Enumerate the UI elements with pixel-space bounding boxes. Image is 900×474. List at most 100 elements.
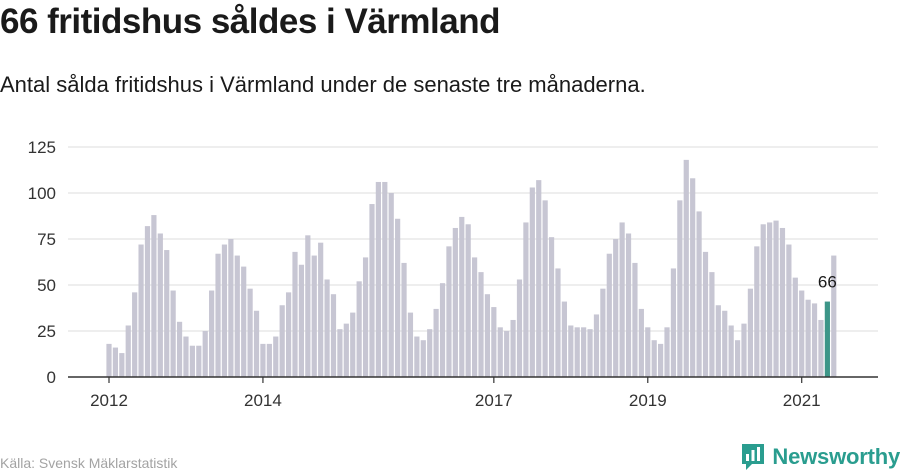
bar — [247, 288, 253, 377]
bar — [427, 329, 433, 377]
bar — [523, 222, 529, 377]
x-tick-label: 2014 — [244, 391, 282, 410]
bar — [741, 323, 747, 377]
bar — [356, 281, 362, 377]
bar — [542, 200, 548, 377]
bar — [722, 310, 728, 377]
bar — [196, 345, 202, 377]
bar — [202, 331, 208, 377]
bar — [702, 251, 709, 377]
bar — [779, 227, 786, 377]
bar — [728, 325, 734, 377]
bar — [106, 343, 112, 377]
bar — [305, 235, 311, 377]
bar — [651, 340, 657, 377]
bar — [318, 242, 324, 377]
bar — [452, 227, 458, 377]
bar — [395, 218, 401, 377]
bar — [362, 257, 369, 377]
y-tick-label: 75 — [37, 230, 56, 249]
axes — [68, 376, 878, 383]
bar — [638, 308, 644, 377]
bar — [792, 277, 798, 377]
bar-highlight — [824, 301, 830, 377]
brand-name: Newsworthy — [772, 444, 900, 469]
bar — [811, 303, 818, 377]
bar — [382, 181, 388, 377]
bar — [311, 255, 317, 377]
bar — [298, 264, 305, 377]
bar — [157, 233, 163, 377]
bar — [561, 301, 567, 377]
bar — [119, 353, 125, 377]
bar — [170, 290, 176, 377]
bar — [484, 294, 491, 377]
chart-subtitle: Antal sålda fritidshus i Värmland under … — [0, 72, 646, 97]
bar — [581, 327, 587, 377]
bar — [734, 340, 741, 377]
bar — [337, 329, 343, 377]
bar — [369, 204, 375, 377]
x-tick-label: 2019 — [629, 391, 667, 410]
bar — [433, 308, 439, 377]
x-tick-label: 2012 — [90, 391, 128, 410]
bar — [414, 336, 420, 377]
bar — [818, 319, 824, 377]
bar — [760, 224, 766, 377]
bar — [234, 255, 240, 377]
y-tick-label: 25 — [37, 322, 56, 341]
bar — [138, 244, 144, 377]
bar — [632, 262, 638, 377]
bar — [330, 294, 337, 377]
bar — [478, 272, 484, 377]
bar — [279, 305, 285, 377]
bar — [215, 253, 221, 377]
bar — [510, 319, 516, 377]
bar — [324, 279, 330, 377]
bar — [600, 288, 606, 377]
bar — [658, 343, 664, 377]
bar — [664, 327, 670, 377]
newsworthy-logo-icon — [742, 444, 765, 470]
newsworthy-logo[interactable]: Newsworthy — [740, 441, 900, 473]
bar — [459, 216, 465, 377]
y-tick-label: 100 — [28, 184, 56, 203]
source-note: Källa: Svensk Mäklarstatistik — [0, 455, 178, 471]
bar — [548, 237, 555, 377]
bar — [285, 292, 292, 377]
bar — [645, 327, 651, 377]
x-tick-label: 2021 — [783, 391, 821, 410]
bar — [516, 279, 523, 377]
bar — [183, 336, 189, 377]
bar — [292, 251, 298, 377]
bar — [189, 345, 195, 377]
bar — [786, 244, 792, 377]
bar — [497, 327, 503, 377]
bar — [670, 268, 677, 377]
bar — [260, 343, 266, 377]
bar — [343, 323, 349, 377]
bars — [106, 159, 837, 377]
bar — [164, 250, 170, 377]
bar — [221, 244, 228, 377]
y-tick-label: 125 — [28, 138, 56, 157]
bar — [683, 159, 689, 377]
bar — [568, 325, 574, 377]
y-tick-label: 0 — [47, 368, 56, 387]
bar — [677, 200, 683, 377]
bar — [593, 314, 600, 377]
bar — [144, 226, 151, 377]
bar — [767, 222, 773, 377]
y-tick-label: 50 — [37, 276, 56, 295]
bar — [625, 233, 632, 377]
bar — [465, 224, 471, 377]
bar — [587, 329, 593, 377]
bar — [773, 220, 779, 377]
bar — [209, 290, 215, 377]
bar — [420, 340, 426, 377]
bar — [606, 253, 612, 377]
bar — [228, 239, 234, 377]
bar-chart: 0 25 50 75 100 125 2012 2014 2017 2019 2021 66 — [28, 138, 878, 410]
bar — [574, 327, 580, 377]
bar — [241, 266, 247, 377]
